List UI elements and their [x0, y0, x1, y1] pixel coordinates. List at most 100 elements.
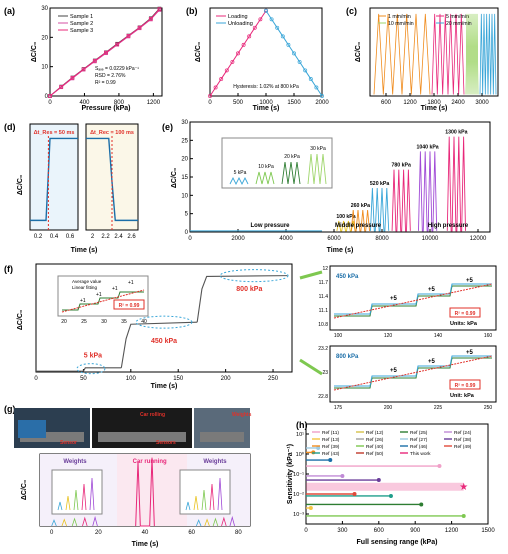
legend-label: Ref (43) [322, 451, 340, 457]
panel-e-letter: (e) [162, 122, 173, 132]
x-tick-label: 1000 [259, 100, 273, 106]
pressure-label: 780 kPa [392, 163, 411, 169]
photo-label: Sensor [60, 440, 77, 446]
data-point [297, 59, 302, 64]
x-tick-label: 2.2 [101, 234, 110, 240]
inset-peak [81, 483, 87, 511]
inset-tick: 30 [101, 319, 107, 325]
panel-a: 0 400 800 1200 0 10 20 30 Pressure (kPa) ΔC/C₀ Sam… [31, 6, 163, 112]
data-point [388, 493, 393, 498]
legend-label: Ref (12) [366, 430, 384, 436]
x-tick-label: 6000 [327, 236, 341, 242]
data-point [376, 478, 381, 483]
panel-f-zoom: 800 kPa 175 200 225 250 22.8 23 23.2 +5 +5 +5 R² = … [318, 345, 497, 411]
pressure-label: 1040 kPa [416, 144, 438, 150]
panel-g-xlabel: Time (s) [132, 541, 159, 548]
panel-c-xlabel: Time (s) [421, 105, 448, 112]
panel-f-zoom: 450 kPa 100 120 140 160 10.8 11.1 11.4 11.7 12 +5 +… [318, 265, 497, 339]
pressure-peaks [370, 187, 390, 232]
data-point [137, 25, 142, 30]
group-label: Low pressure [250, 223, 290, 229]
step-label: +5 [466, 278, 474, 284]
x-tick-label: 8000 [375, 236, 389, 242]
y-tick-label: 10⁻² [293, 492, 304, 498]
panel-g-letter: (g) [4, 404, 16, 414]
x-tick-label: 1200 [147, 100, 161, 106]
panel-e: 0 2000 4000 6000 8000 10000 12000 0 5 10 15 20 25 30 T… [171, 120, 491, 254]
x-tick-label: 0.2 [34, 234, 43, 240]
legend-label: Ref (27) [410, 437, 428, 443]
inset-peak [201, 489, 207, 511]
fit-line [61, 289, 145, 313]
annotation: RSD = 2.76% [95, 73, 126, 79]
data-point [280, 34, 285, 39]
weight-peak [71, 517, 78, 527]
step-label: +1 [112, 286, 118, 292]
data-point [308, 76, 313, 81]
y-tick-label: 20 [181, 157, 188, 163]
zoom-xtick: 225 [434, 405, 443, 411]
data-point [314, 85, 319, 90]
x-tick-label: 200 [221, 376, 232, 382]
units-label: Units: kPa [450, 321, 478, 327]
zoom-ytick: 11.1 [319, 308, 329, 314]
legend-label: Ref (39) [322, 444, 340, 450]
y-tick-label: 10⁻¹ [293, 472, 304, 478]
inset-frame [51, 469, 103, 515]
panel-e-xlabel: Time (s) [327, 247, 354, 254]
weight-peak [51, 519, 57, 527]
pressure-label: 520 kPa [370, 181, 389, 187]
x-tick-label: 3000 [475, 100, 489, 106]
step-line [36, 367, 122, 372]
photo-device [18, 420, 46, 438]
pressure-peaks [391, 169, 411, 232]
panel-h-xlabel: Full sensing range (kPa) [357, 539, 438, 546]
x-tick-label: 400 [79, 100, 90, 106]
legend-label: Ref (49) [454, 444, 472, 450]
y-tick-label: 0 [45, 94, 49, 100]
data-point [264, 8, 268, 13]
data-point [81, 67, 86, 72]
photo-detail [200, 432, 244, 442]
weight-peak [212, 517, 219, 527]
data-point [104, 50, 108, 55]
panel-d-ylabel: ΔC/C₀ [17, 175, 24, 195]
panel-f-ylabel: ΔC/C₀ [17, 310, 24, 330]
y-tick-label: 30 [41, 6, 48, 12]
weight-peak [82, 516, 88, 527]
inset-tick: 20 [61, 319, 67, 325]
x-tick-label: 10000 [422, 236, 439, 242]
group-label: Middle pressure [335, 223, 382, 229]
step-label: +5 [390, 368, 398, 374]
series-line [265, 10, 323, 97]
data-point [224, 68, 229, 73]
x-tick-label: 500 [233, 100, 244, 106]
zoom-xtick: 120 [384, 333, 393, 339]
step-label: +5 [390, 296, 398, 302]
x-tick-label: 150 [173, 376, 184, 382]
zoom-frame [329, 265, 497, 331]
data-point [352, 492, 357, 496]
series-line [209, 10, 267, 97]
r2-box [113, 299, 145, 310]
pressure-label: 1300 kPa [445, 130, 467, 136]
panel-c-letter: (c) [346, 6, 357, 16]
panel-d-sub: 2 2.2 2.4 2.6 Δt_Rec = 100 ms [85, 123, 139, 240]
x-tick-label: 2.6 [127, 234, 136, 240]
data-point [148, 17, 153, 21]
group-label: High pressure [428, 223, 469, 229]
legend-label: Ref (24) [454, 430, 472, 436]
panel-f: 0 50 100 150 200 250 Time (s) ΔC/C₀ 5 kPa 450 kPa… [17, 263, 293, 390]
legend-label: 1 mm/min [388, 14, 411, 20]
zoom-xtick: 140 [434, 333, 443, 339]
data-point [208, 94, 212, 98]
zoom-ytick: 11.7 [319, 280, 329, 286]
step-label: +1 [96, 292, 102, 298]
panel-a-ylabel: ΔC/C₀ [31, 42, 38, 62]
highlight [29, 123, 79, 231]
x-tick-label: 1200 [403, 100, 417, 106]
x-tick-label: 12000 [470, 236, 487, 242]
data-point [340, 473, 345, 478]
data-point [275, 25, 280, 30]
